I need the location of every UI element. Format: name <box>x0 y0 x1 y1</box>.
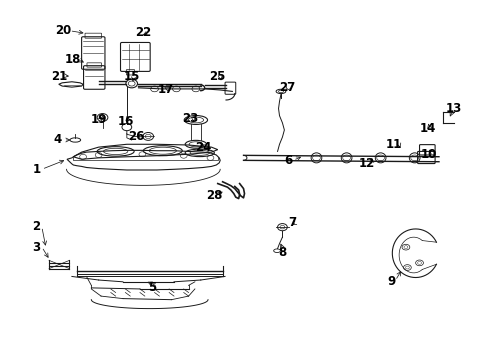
Text: 17: 17 <box>157 83 174 96</box>
Text: 11: 11 <box>386 138 402 151</box>
Text: 15: 15 <box>123 70 140 83</box>
Text: 26: 26 <box>128 130 144 143</box>
Text: 2: 2 <box>32 220 41 233</box>
Text: 6: 6 <box>284 154 292 167</box>
Text: 28: 28 <box>206 189 222 202</box>
Text: 9: 9 <box>386 275 395 288</box>
Text: 23: 23 <box>182 112 198 125</box>
Text: 21: 21 <box>51 70 67 83</box>
Text: 12: 12 <box>358 157 374 170</box>
Text: 27: 27 <box>279 81 295 94</box>
Text: 19: 19 <box>90 113 106 126</box>
Text: 8: 8 <box>277 246 285 258</box>
Text: 7: 7 <box>287 216 296 229</box>
Text: 20: 20 <box>55 24 72 37</box>
Text: 25: 25 <box>209 70 225 83</box>
Text: 18: 18 <box>65 53 81 66</box>
Text: 5: 5 <box>148 281 156 294</box>
Text: 4: 4 <box>53 134 61 147</box>
Text: 13: 13 <box>445 102 461 115</box>
Text: 1: 1 <box>32 163 41 176</box>
Text: 16: 16 <box>117 114 133 127</box>
Text: 10: 10 <box>420 148 436 161</box>
Text: 24: 24 <box>195 141 211 154</box>
Text: 22: 22 <box>135 26 151 39</box>
Text: 3: 3 <box>32 241 41 255</box>
Text: 14: 14 <box>419 122 435 135</box>
